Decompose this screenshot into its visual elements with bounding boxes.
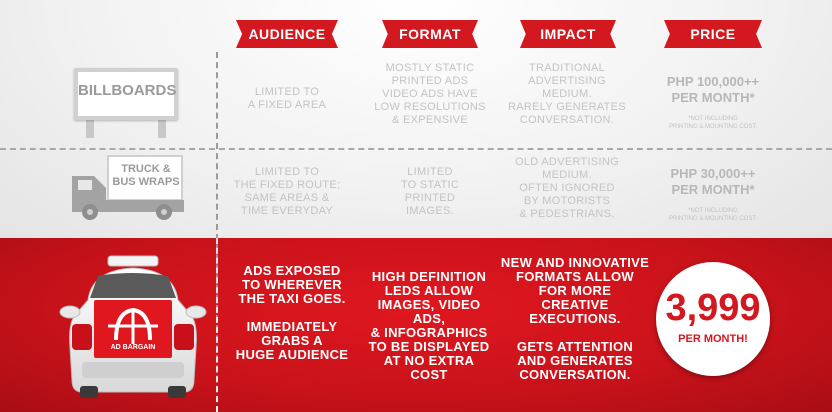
taxi-audience: ADS EXPOSED TO WHEREVER THE TAXI GOES. I… (235, 263, 349, 362)
column-divider (216, 52, 218, 412)
column-divider-lower (216, 238, 218, 412)
billboards-audience: LIMITED TO A FIXED AREA (247, 86, 327, 111)
header-impact: IMPACT (520, 20, 616, 48)
billboard-sign (74, 68, 178, 120)
billboards-impact: TRADITIONAL ADVERTISING MEDIUM. RARELY G… (508, 62, 626, 126)
header-audience: AUDIENCE (236, 20, 338, 48)
truck-price: PHP 30,000++ PER MONTH* (670, 166, 756, 197)
taxi-logo-text: AD BARGAIN (110, 344, 156, 351)
billboard-icon (86, 112, 166, 138)
billboard-label: BILLBOARDS (78, 82, 177, 99)
truck-label: TRUCK & BUS WRAPS (112, 163, 180, 188)
row-divider (0, 148, 832, 150)
taxi-price: 3,999 (665, 287, 761, 329)
billboards-price-note: *NOT INCLUDING PRINTING & MOUNTING COST. (668, 116, 757, 130)
truck-icon (72, 155, 184, 220)
billboards-format: MOSTLY STATIC PRINTED ADS VIDEO ADS HAVE… (374, 62, 486, 126)
billboards-price: PHP 100,000++ PER MONTH* (666, 74, 760, 105)
header-format: FORMAT (382, 20, 478, 48)
truck-impact: OLD ADVERTISING MEDIUM. OFTEN IGNORED BY… (515, 156, 619, 220)
taxi-price-unit: PER MONTH! (678, 333, 748, 345)
taxi-car-icon (59, 255, 207, 398)
truck-price-note: *NOT INCLUDING PRINTING & MOUNTING COST. (668, 208, 757, 222)
taxi-format: HIGH DEFINITION LEDS ALLOW IMAGES, VIDEO… (368, 269, 490, 382)
header-price: PRICE (664, 20, 762, 48)
truck-format: LIMITED TO STATIC PRINTED IMAGES. (400, 166, 460, 217)
taxi-impact: NEW AND INNOVATIVE FORMATS ALLOW FOR MOR… (500, 255, 650, 382)
price-badge (656, 262, 770, 376)
truck-audience: LIMITED TO THE FIXED ROUTE; SAME AREAS &… (233, 166, 341, 217)
